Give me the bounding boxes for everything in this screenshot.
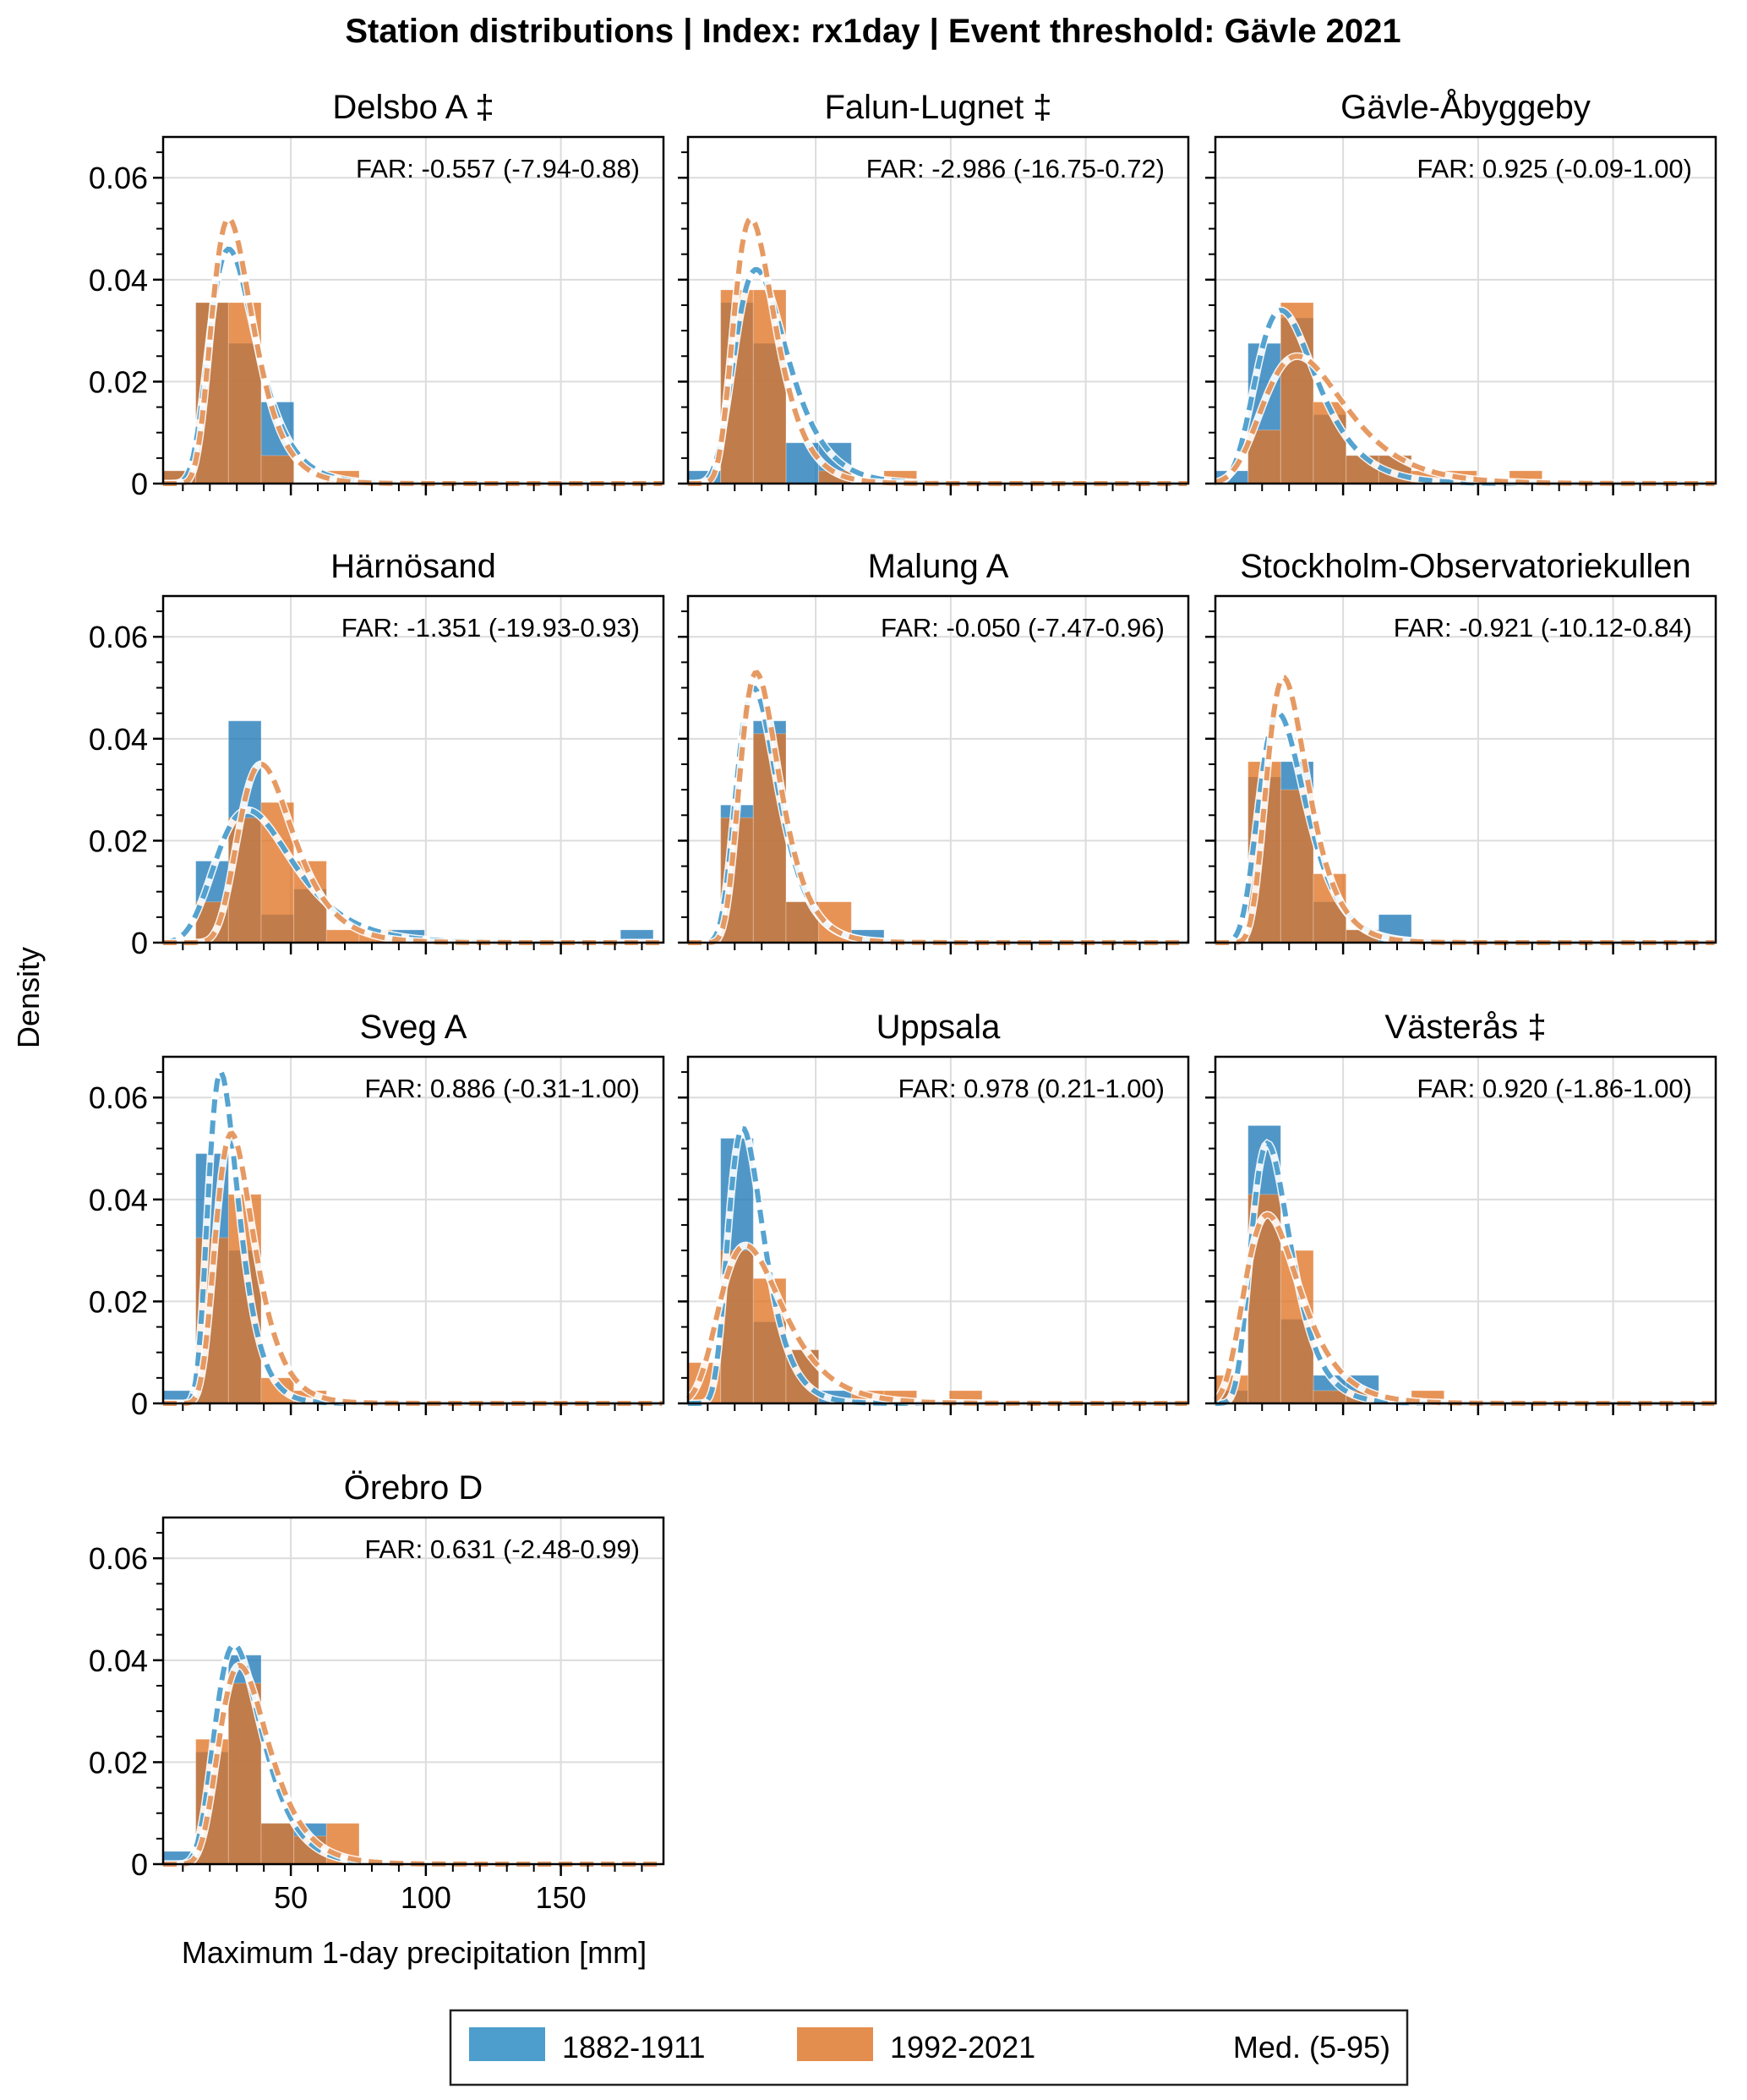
panel--rebro-d: Örebro D 0 0.02 0.04 0.06 50 100 150 FAR: 0.631 … [89, 1469, 665, 1915]
y-tick-label: 0 [131, 1386, 148, 1421]
y-tick-label: 0.06 [89, 620, 148, 654]
axes-frame [686, 135, 1190, 485]
panel-title: Delsbo A ‡ [332, 89, 494, 126]
x-tick-label: 50 [274, 1880, 308, 1915]
y-tick-label: 0.02 [89, 364, 148, 399]
y-tick-label: 0.06 [89, 1541, 148, 1576]
x-axis-label: Maximum 1-day precipitation [mm] [182, 1935, 647, 1970]
hist-bar-1992-2021 [1313, 1390, 1347, 1404]
panel-g-vle-byggeby: Gävle-Åbyggeby FAR: 0.925 (-0.09-1.00) [1205, 88, 1717, 495]
far-annotation: FAR: 0.631 (-2.48-0.99) [364, 1534, 640, 1564]
hist-bar-1992-2021 [260, 1823, 295, 1865]
panel-falun-lugnet-: Falun-Lugnet ‡ FAR: -2.986 (-16.75-0.72) [678, 89, 1190, 495]
axes-frame [161, 594, 665, 944]
panel-delsbo-a-: Delsbo A ‡ 0 0.02 0.04 0.06 FAR: -0.557 (-7.9… [89, 89, 665, 501]
panel-title: Örebro D [344, 1469, 483, 1507]
y-tick-label: 0.06 [89, 1080, 148, 1115]
y-tick-label: 0.02 [89, 1745, 148, 1780]
y-tick-label: 0.04 [89, 1183, 148, 1217]
panels-grid: Delsbo A ‡ 0 0.02 0.04 0.06 FAR: -0.557 (-7.9… [89, 88, 1717, 1915]
far-annotation: FAR: -2.986 (-16.75-0.72) [866, 154, 1165, 183]
y-tick-label: 0.06 [89, 161, 148, 195]
panel-title: Sveg A [360, 1009, 467, 1046]
x-tick-label: 100 [401, 1880, 451, 1915]
far-annotation: FAR: 0.886 (-0.31-1.00) [364, 1074, 640, 1103]
legend-label-early: 1882-1911 [562, 2030, 706, 2064]
y-tick-label: 0 [131, 1847, 148, 1882]
legend-swatch-late [797, 2027, 873, 2061]
y-tick-label: 0.04 [89, 1643, 148, 1678]
legend-frame [449, 2009, 1409, 2086]
far-annotation: FAR: 0.978 (0.21-1.00) [898, 1074, 1165, 1103]
axes-frame [686, 1055, 1190, 1405]
axes-frame [161, 1055, 665, 1405]
far-annotation: FAR: 0.920 (-1.86-1.00) [1417, 1074, 1692, 1103]
panel-title: Gävle-Åbyggeby [1340, 88, 1591, 126]
hist-bar-1992-2021 [260, 455, 295, 484]
panel-title: Malung A [868, 548, 1009, 585]
figure-title: Station distributions | Index: rx1day | … [345, 13, 1400, 50]
legend-label-late: 1992-2021 [890, 2030, 1035, 2064]
y-tick-label: 0 [131, 926, 148, 960]
panel-title: Falun-Lugnet ‡ [824, 89, 1051, 126]
far-annotation: FAR: -0.921 (-10.12-0.84) [1394, 613, 1692, 643]
panel-title: Stockholm-Observatoriekullen [1240, 548, 1691, 585]
axes-frame [161, 1516, 665, 1866]
panel-title: Uppsala [876, 1009, 1002, 1046]
y-axis-label: Density [11, 947, 46, 1048]
y-tick-label: 0.04 [89, 263, 148, 298]
legend-label-median: Med. (5-95) [1233, 2030, 1390, 2064]
axes-frame [1214, 1055, 1717, 1405]
legend: 1882-1911 1992-2021 Med. (5-95) [449, 2009, 1409, 2086]
panel-title: Västerås ‡ [1384, 1009, 1546, 1046]
panel-uppsala: Uppsala FAR: 0.978 (0.21-1.00) [678, 1009, 1190, 1415]
panel-sveg-a: Sveg A 0 0.02 0.04 0.06 FAR: 0.886 (-0.31-1.0… [89, 1009, 665, 1421]
axes-frame [161, 135, 665, 485]
y-tick-label: 0 [131, 467, 148, 501]
hist-bar-1992-2021 [227, 1194, 262, 1404]
panel-title: Härnösand [330, 548, 496, 585]
far-annotation: FAR: -0.557 (-7.94-0.88) [356, 154, 640, 183]
far-annotation: FAR: -0.050 (-7.47-0.96) [881, 613, 1165, 643]
panel-v-ster-s-: Västerås ‡ FAR: 0.920 (-1.86-1.00) [1205, 1009, 1717, 1415]
axes-frame [1214, 594, 1717, 944]
panel-h-rn-sand: Härnösand 0 0.02 0.04 0.06 FAR: -1.351 (-19.9… [89, 548, 665, 960]
far-annotation: FAR: -1.351 (-19.93-0.93) [341, 613, 640, 643]
panel-malung-a: Malung A FAR: -0.050 (-7.47-0.96) [678, 548, 1190, 954]
panel-stockholm-observatoriekullen: Stockholm-Observatoriekullen FAR: -0.921 … [1205, 548, 1717, 954]
legend-swatch-early [469, 2027, 545, 2061]
x-tick-label: 150 [536, 1880, 587, 1915]
y-tick-label: 0.02 [89, 823, 148, 858]
fit-curve-1992-2021 [163, 762, 663, 945]
y-tick-label: 0.02 [89, 1284, 148, 1319]
far-annotation: FAR: 0.925 (-0.09-1.00) [1417, 154, 1692, 183]
y-tick-label: 0.04 [89, 722, 148, 757]
axes-frame [686, 594, 1190, 944]
axes-frame [1214, 135, 1717, 485]
